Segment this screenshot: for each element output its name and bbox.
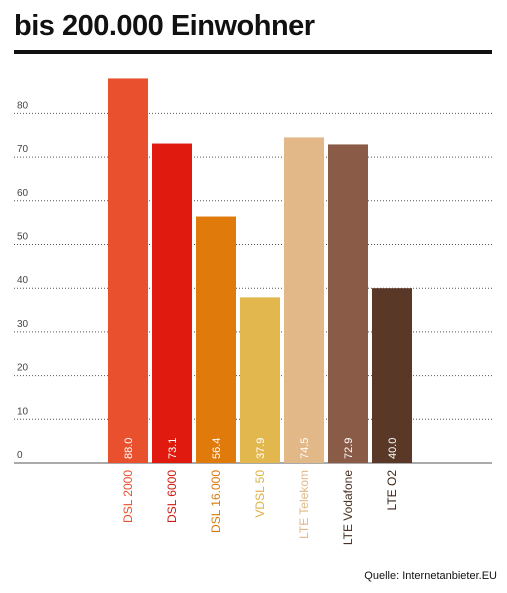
bar-value-label: 88.0 <box>123 438 135 459</box>
bars <box>108 78 412 464</box>
bar-value-label: 73.1 <box>167 438 179 459</box>
y-tick-label: 80 <box>17 100 29 111</box>
source-note: Quelle: Internetanbieter.EU <box>364 570 497 582</box>
category-label: DSL 16.000 <box>209 470 223 533</box>
y-tick-label: 0 <box>17 450 23 461</box>
bar <box>196 216 236 463</box>
bar-value-label: 40.0 <box>387 438 399 459</box>
bar <box>328 144 368 463</box>
y-axis-ticks: 0 10 20 30 40 50 60 70 80 <box>17 100 29 461</box>
chart-title: bis 200.000 Einwohner <box>14 10 315 42</box>
y-tick-label: 20 <box>17 363 29 374</box>
category-label: DSL 2000 <box>121 470 135 523</box>
y-tick-label: 70 <box>17 144 29 155</box>
bar <box>240 297 280 463</box>
category-labels: DSL 2000 DSL 6000 DSL 16.000 VDSL 50 LTE Tel… <box>121 470 399 545</box>
value-labels: 88.0 73.1 56.4 37.9 74.5 72.9 40.0 <box>123 438 399 459</box>
title-divider <box>14 50 492 54</box>
bar <box>372 288 412 463</box>
bar <box>108 78 148 463</box>
bar-value-label: 56.4 <box>211 438 223 459</box>
category-label: LTE Telekom <box>297 470 311 539</box>
bar-value-label: 72.9 <box>343 438 355 459</box>
y-tick-label: 10 <box>17 406 29 417</box>
bar <box>152 143 192 464</box>
bar <box>284 137 324 463</box>
y-tick-label: 40 <box>17 275 29 286</box>
bar-value-label: 37.9 <box>255 438 267 459</box>
y-tick-label: 50 <box>17 232 29 243</box>
y-tick-label: 60 <box>17 188 29 199</box>
category-label: LTE Vodafone <box>341 470 355 545</box>
category-label: VDSL 50 <box>253 470 267 518</box>
bar-value-label: 74.5 <box>299 438 311 459</box>
category-label: DSL 6000 <box>165 470 179 523</box>
category-label: LTE O2 <box>385 470 399 511</box>
y-tick-label: 30 <box>17 319 29 330</box>
